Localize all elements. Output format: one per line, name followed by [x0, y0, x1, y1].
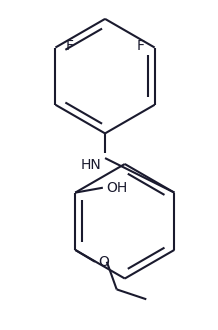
Text: F: F — [137, 39, 145, 52]
Text: HN: HN — [80, 158, 101, 172]
Text: O: O — [98, 255, 109, 269]
Text: OH: OH — [106, 181, 127, 195]
Text: F: F — [65, 39, 73, 52]
